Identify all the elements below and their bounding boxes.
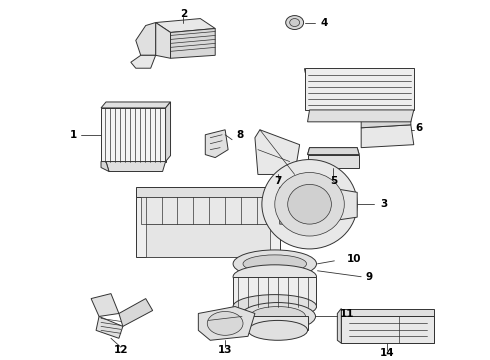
Ellipse shape <box>288 184 331 224</box>
Polygon shape <box>308 110 414 122</box>
Polygon shape <box>308 154 359 167</box>
Polygon shape <box>342 316 434 343</box>
Text: 2: 2 <box>180 9 187 19</box>
Polygon shape <box>106 162 166 171</box>
Text: 13: 13 <box>218 345 232 355</box>
Ellipse shape <box>286 15 304 30</box>
Text: 11: 11 <box>340 310 355 319</box>
Polygon shape <box>305 68 414 110</box>
Polygon shape <box>91 294 119 316</box>
Polygon shape <box>119 298 153 327</box>
Polygon shape <box>198 306 255 340</box>
Polygon shape <box>101 162 109 171</box>
Polygon shape <box>166 102 171 162</box>
Polygon shape <box>136 23 156 55</box>
Polygon shape <box>255 130 299 175</box>
Polygon shape <box>337 309 342 343</box>
Text: 5: 5 <box>330 176 337 186</box>
Polygon shape <box>248 316 308 330</box>
Ellipse shape <box>233 250 317 278</box>
Polygon shape <box>361 125 414 148</box>
Ellipse shape <box>233 294 317 319</box>
Polygon shape <box>136 197 280 257</box>
Text: 3: 3 <box>380 199 388 209</box>
Polygon shape <box>141 197 275 224</box>
Ellipse shape <box>207 311 243 335</box>
Ellipse shape <box>262 159 357 249</box>
Polygon shape <box>131 55 156 68</box>
Polygon shape <box>280 184 357 224</box>
Polygon shape <box>342 309 434 316</box>
Text: 14: 14 <box>380 348 394 358</box>
Ellipse shape <box>233 265 317 289</box>
Polygon shape <box>156 19 215 32</box>
Text: 10: 10 <box>347 254 362 264</box>
Text: 8: 8 <box>236 130 244 140</box>
Ellipse shape <box>243 255 307 273</box>
Polygon shape <box>308 148 359 154</box>
Ellipse shape <box>290 19 299 27</box>
Polygon shape <box>96 316 123 338</box>
Polygon shape <box>233 277 317 306</box>
Text: 4: 4 <box>321 18 328 27</box>
Polygon shape <box>361 117 411 128</box>
Text: 7: 7 <box>274 176 281 186</box>
Polygon shape <box>136 187 280 197</box>
Ellipse shape <box>248 320 308 340</box>
Ellipse shape <box>240 302 316 330</box>
Polygon shape <box>101 108 166 162</box>
Polygon shape <box>171 28 215 58</box>
Polygon shape <box>101 102 171 108</box>
Text: 1: 1 <box>70 130 77 140</box>
Polygon shape <box>308 148 359 154</box>
Polygon shape <box>205 130 228 158</box>
Ellipse shape <box>275 172 344 236</box>
Polygon shape <box>146 224 270 257</box>
Polygon shape <box>156 23 171 58</box>
Text: 9: 9 <box>366 272 373 282</box>
Text: 12: 12 <box>114 345 128 355</box>
Text: 6: 6 <box>415 123 422 133</box>
Ellipse shape <box>250 306 306 327</box>
